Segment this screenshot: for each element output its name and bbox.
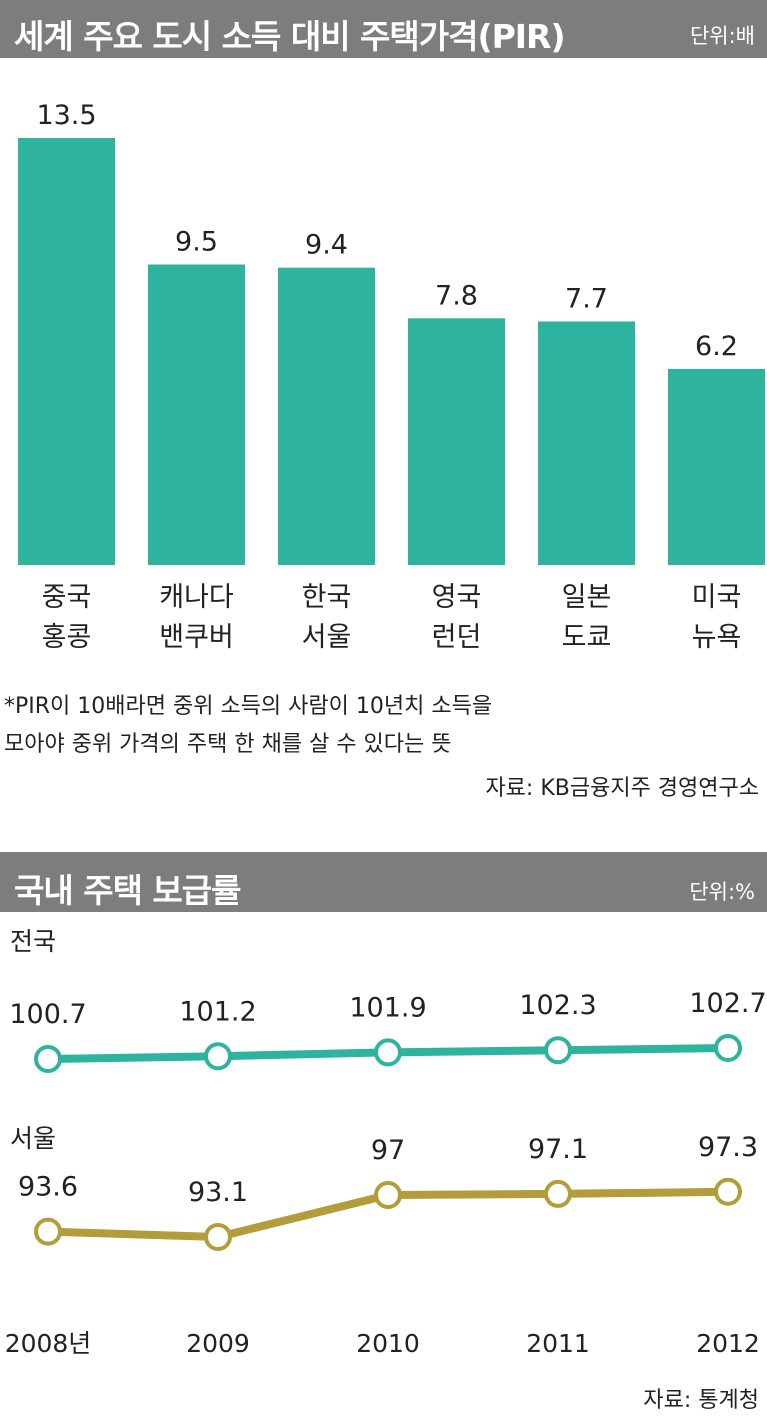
- housing-supply-source: 자료: 통계청: [643, 1388, 759, 1413]
- series-1-point-4: [714, 1177, 742, 1206]
- bar-3: [408, 318, 505, 565]
- bar-value-label-2: 9.4: [305, 230, 348, 261]
- series-0-value-label-4: 102.7: [689, 988, 766, 1019]
- bar-category-label-4-0: 일본: [562, 582, 612, 613]
- series-1-point-1: [204, 1223, 232, 1251]
- bar-4: [538, 321, 635, 565]
- series-0-point-1: [204, 1042, 232, 1071]
- series-name-1: 서울: [10, 1124, 56, 1153]
- bar-0: [18, 138, 115, 565]
- x-tick-label-1: 2009: [186, 1329, 250, 1358]
- bar-1: [148, 264, 245, 565]
- bar-value-label-3: 7.8: [435, 280, 478, 311]
- bar-value-label-1: 9.5: [175, 227, 218, 258]
- series-1-point-0: [34, 1217, 62, 1246]
- series-0-point-0: [34, 1045, 62, 1073]
- x-tick-label-2: 2010: [356, 1329, 420, 1358]
- series-0-value-label-0: 100.7: [9, 999, 86, 1030]
- housing-supply-header: 국내 주택 보급률 단위:%: [0, 852, 767, 912]
- bar-value-label-5: 6.2: [695, 331, 738, 362]
- bar-category-label-4-1: 도쿄: [562, 622, 612, 653]
- series-0-value-label-3: 102.3: [519, 990, 596, 1021]
- bar-category-label-3-1: 런던: [432, 622, 482, 653]
- bar-category-label-2-1: 서울: [302, 622, 352, 653]
- x-tick-label-3: 2011: [526, 1329, 590, 1358]
- x-tick-label-4: 2012: [696, 1329, 760, 1358]
- series-1-value-label-2: 97: [371, 1135, 405, 1166]
- series-0-value-label-2: 101.9: [349, 992, 426, 1023]
- series-1-point-2: [374, 1181, 402, 1209]
- series-name-0: 전국: [10, 927, 56, 956]
- series-0-point-4: [714, 1034, 742, 1062]
- bar-category-label-2-0: 한국: [302, 582, 352, 613]
- bar-category-label-5-0: 미국: [692, 582, 742, 613]
- x-tick-label-0: 2008년: [5, 1329, 92, 1358]
- bar-category-label-0-1: 홍콩: [42, 622, 92, 653]
- housing-supply-unit: 단위:%: [689, 880, 755, 904]
- pir-chart-unit: 단위:배: [689, 24, 755, 48]
- housing-supply-line-chart: 100.7 101.2 101.9 102.3 102.7 전국 93.6 93.1 97 97.…: [5, 927, 767, 1358]
- series-0-value-label-1: 101.2: [179, 996, 256, 1027]
- bar-value-label-4: 7.7: [565, 283, 608, 314]
- series-1-value-label-4: 97.3: [698, 1132, 758, 1163]
- bar-category-label-1-0: 캐나다: [159, 582, 234, 613]
- series-0-point-2: [374, 1038, 402, 1067]
- pir-chart-header: 세계 주요 도시 소득 대비 주택가격(PIR) 단위:배: [0, 0, 767, 58]
- bar-category-label-1-1: 밴쿠버: [159, 622, 234, 653]
- housing-supply-title: 국내 주택 보급률: [14, 871, 241, 910]
- bar-category-label-0-0: 중국: [42, 582, 92, 613]
- bar-value-label-0: 13.5: [36, 100, 96, 131]
- series-1-value-label-3: 97.1: [528, 1134, 588, 1165]
- pir-footnote-line2: 모아야 중위 가격의 주택 한 채를 살 수 있다는 뜻: [4, 732, 452, 757]
- pir-footnote-line1: *PIR이 10배라면 중위 소득의 사람이 10년치 소득을: [4, 694, 493, 719]
- bar-5: [668, 368, 765, 565]
- series-0-point-3: [544, 1036, 572, 1065]
- bar-2: [278, 267, 375, 565]
- pir-chart-title: 세계 주요 도시 소득 대비 주택가격(PIR): [14, 17, 566, 56]
- series-1-value-label-0: 93.6: [18, 1172, 78, 1203]
- series-1-point-3: [544, 1179, 572, 1208]
- bar-category-label-3-0: 영국: [432, 582, 482, 613]
- series-1-value-label-1: 93.1: [188, 1177, 248, 1208]
- bar-category-label-5-1: 뉴욕: [692, 622, 742, 653]
- pir-source: 자료: KB금융지주 경영연구소: [485, 776, 759, 801]
